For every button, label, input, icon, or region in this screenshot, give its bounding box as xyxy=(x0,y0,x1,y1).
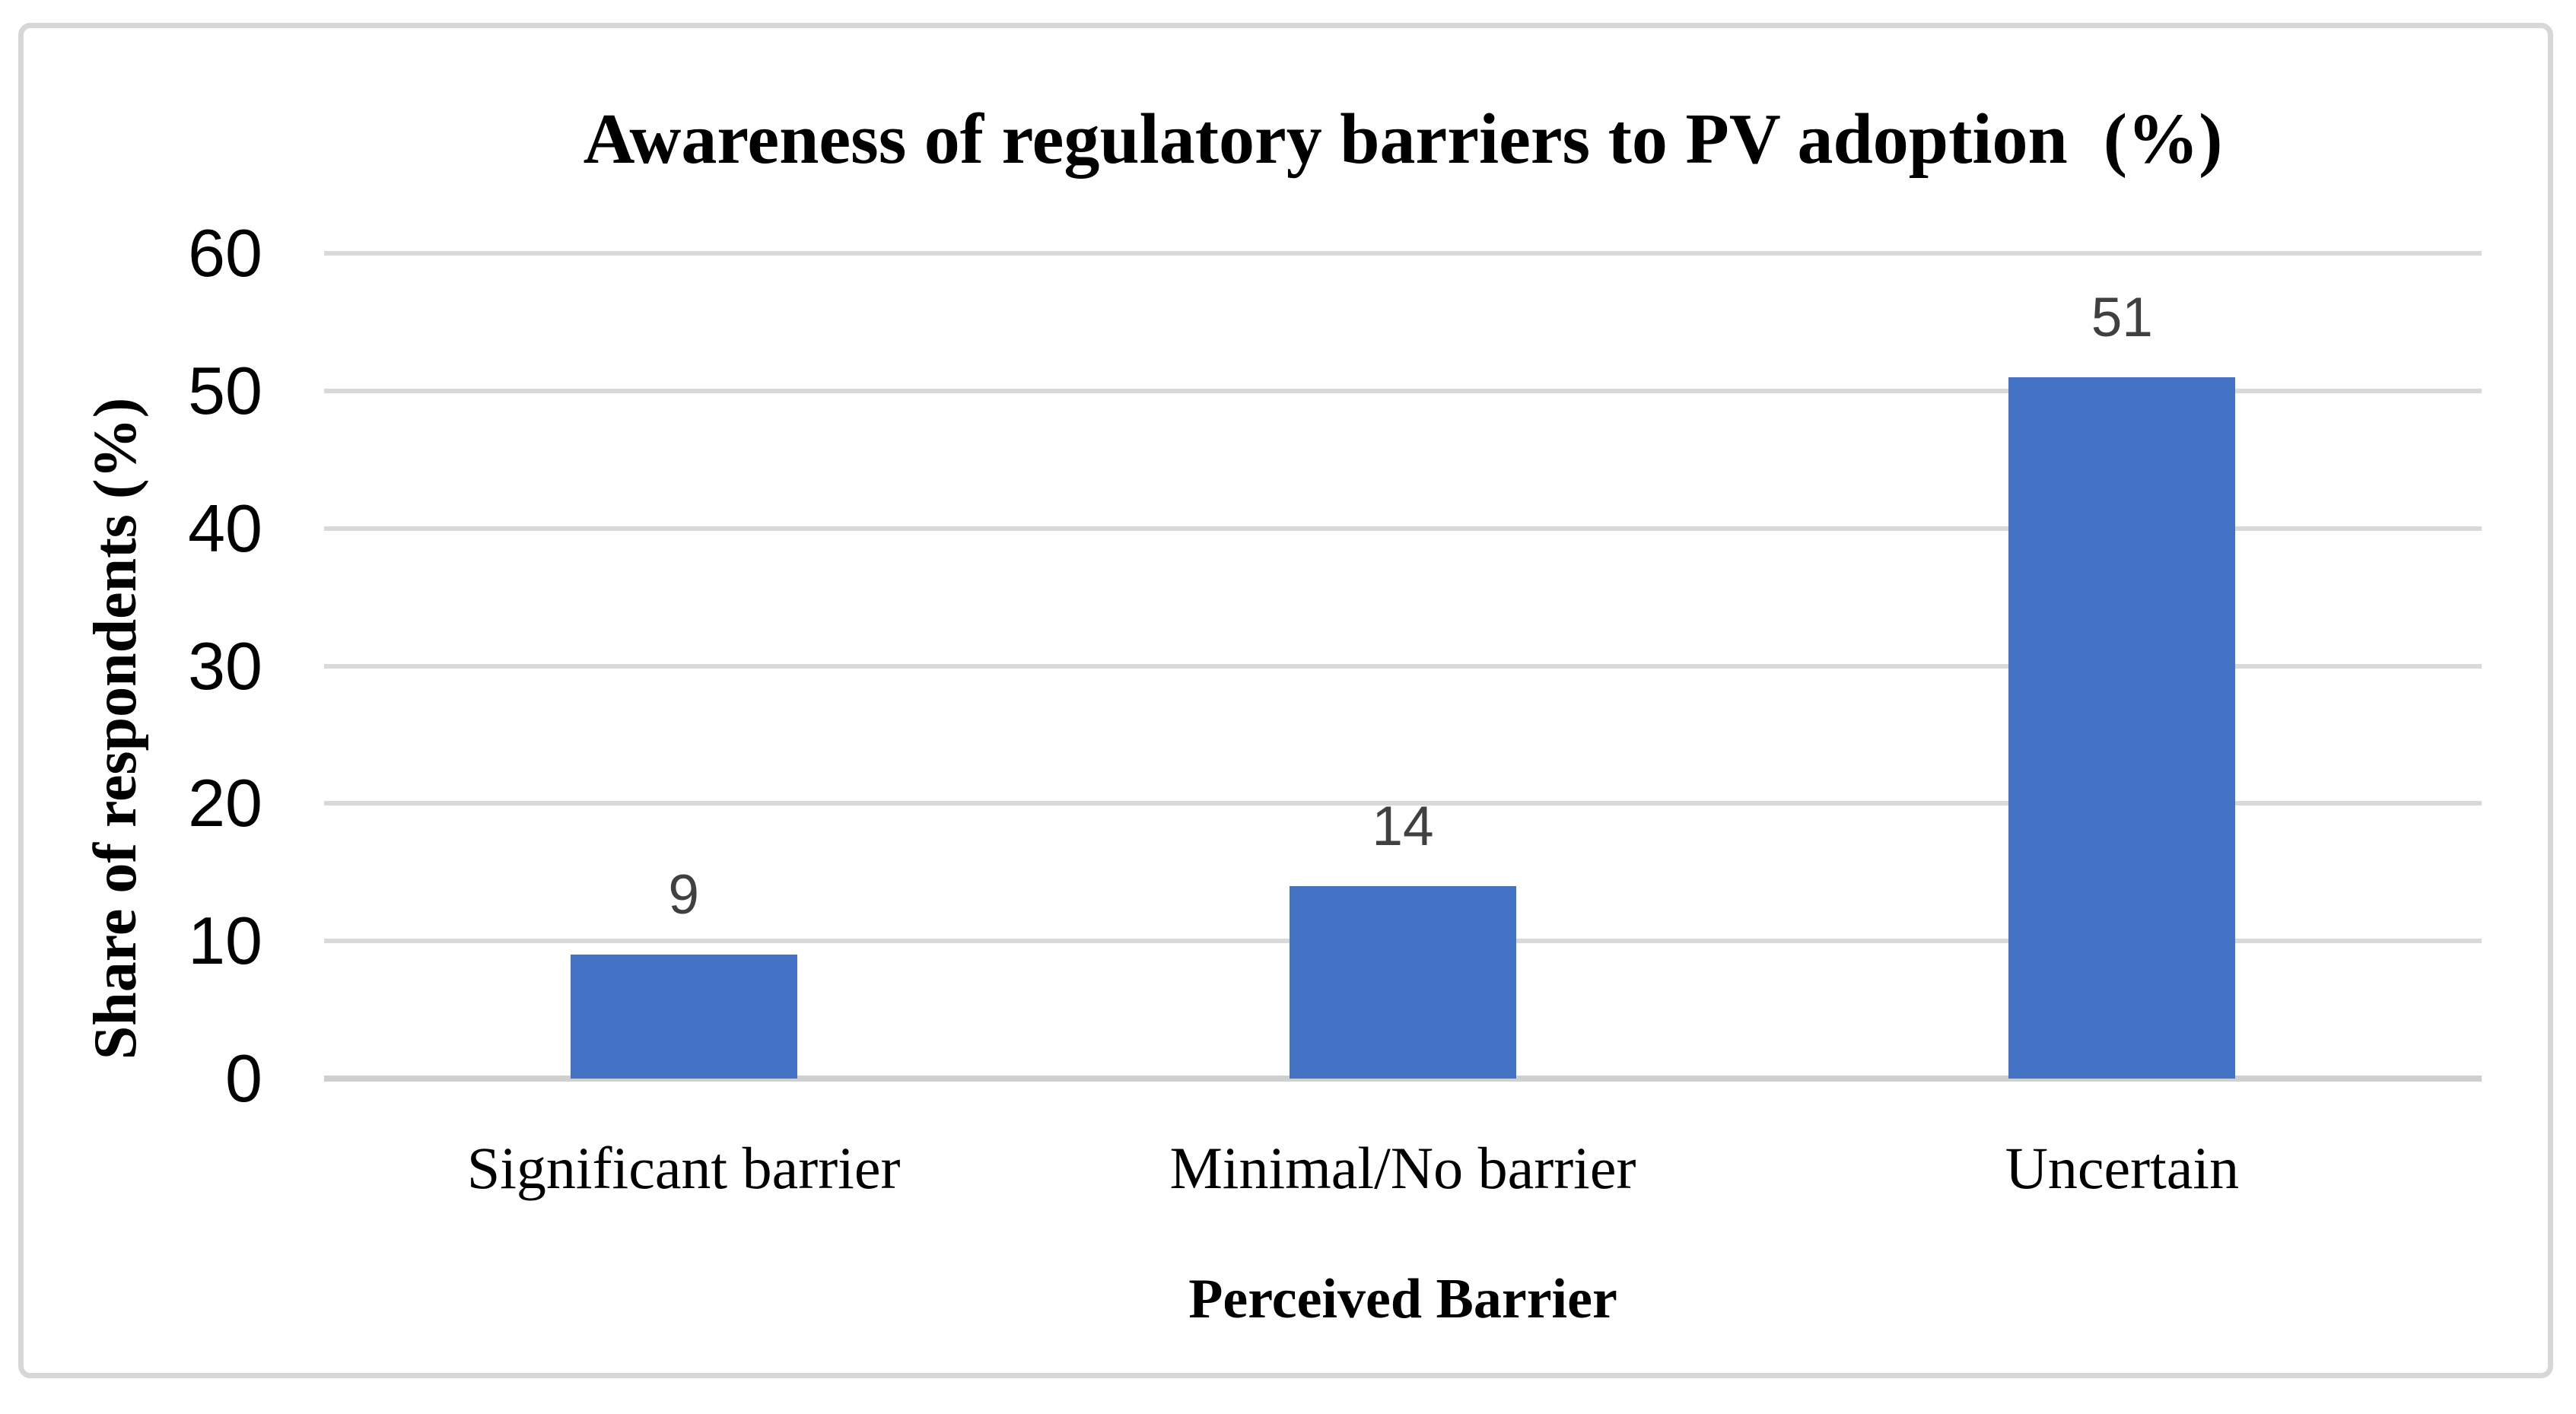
x-category-label: Significant barrier xyxy=(466,1135,901,1201)
chart-title: Awareness of regulatory barriers to PV a… xyxy=(583,100,2223,179)
bar-data-label: 51 xyxy=(2091,286,2153,348)
y-tick-label: 30 xyxy=(188,628,262,704)
x-category-label: Minimal/No barrier xyxy=(1169,1135,1636,1201)
x-axis-title: Perceived Barrier xyxy=(1188,1268,1617,1330)
y-tick-label: 40 xyxy=(188,490,262,566)
plot-area: 9 14 51 xyxy=(324,251,2482,1082)
bar xyxy=(2008,377,2236,1079)
bar-data-label: 14 xyxy=(1372,795,1434,857)
y-tick-label: 20 xyxy=(188,765,262,841)
gridline xyxy=(324,801,2482,806)
bar-data-label: 9 xyxy=(668,864,699,926)
y-tick-label: 10 xyxy=(188,903,262,979)
bar xyxy=(570,955,797,1079)
y-tick-label: 0 xyxy=(225,1041,262,1116)
gridline xyxy=(324,526,2482,531)
y-tick-label: 60 xyxy=(188,215,262,291)
gridline xyxy=(324,251,2482,256)
y-tick-label: 50 xyxy=(188,352,262,428)
gridline xyxy=(324,663,2482,669)
bar xyxy=(1290,885,1516,1079)
x-category-label: Uncertain xyxy=(2005,1135,2240,1201)
gridline xyxy=(324,388,2482,393)
x-axis-line xyxy=(324,1076,2482,1082)
